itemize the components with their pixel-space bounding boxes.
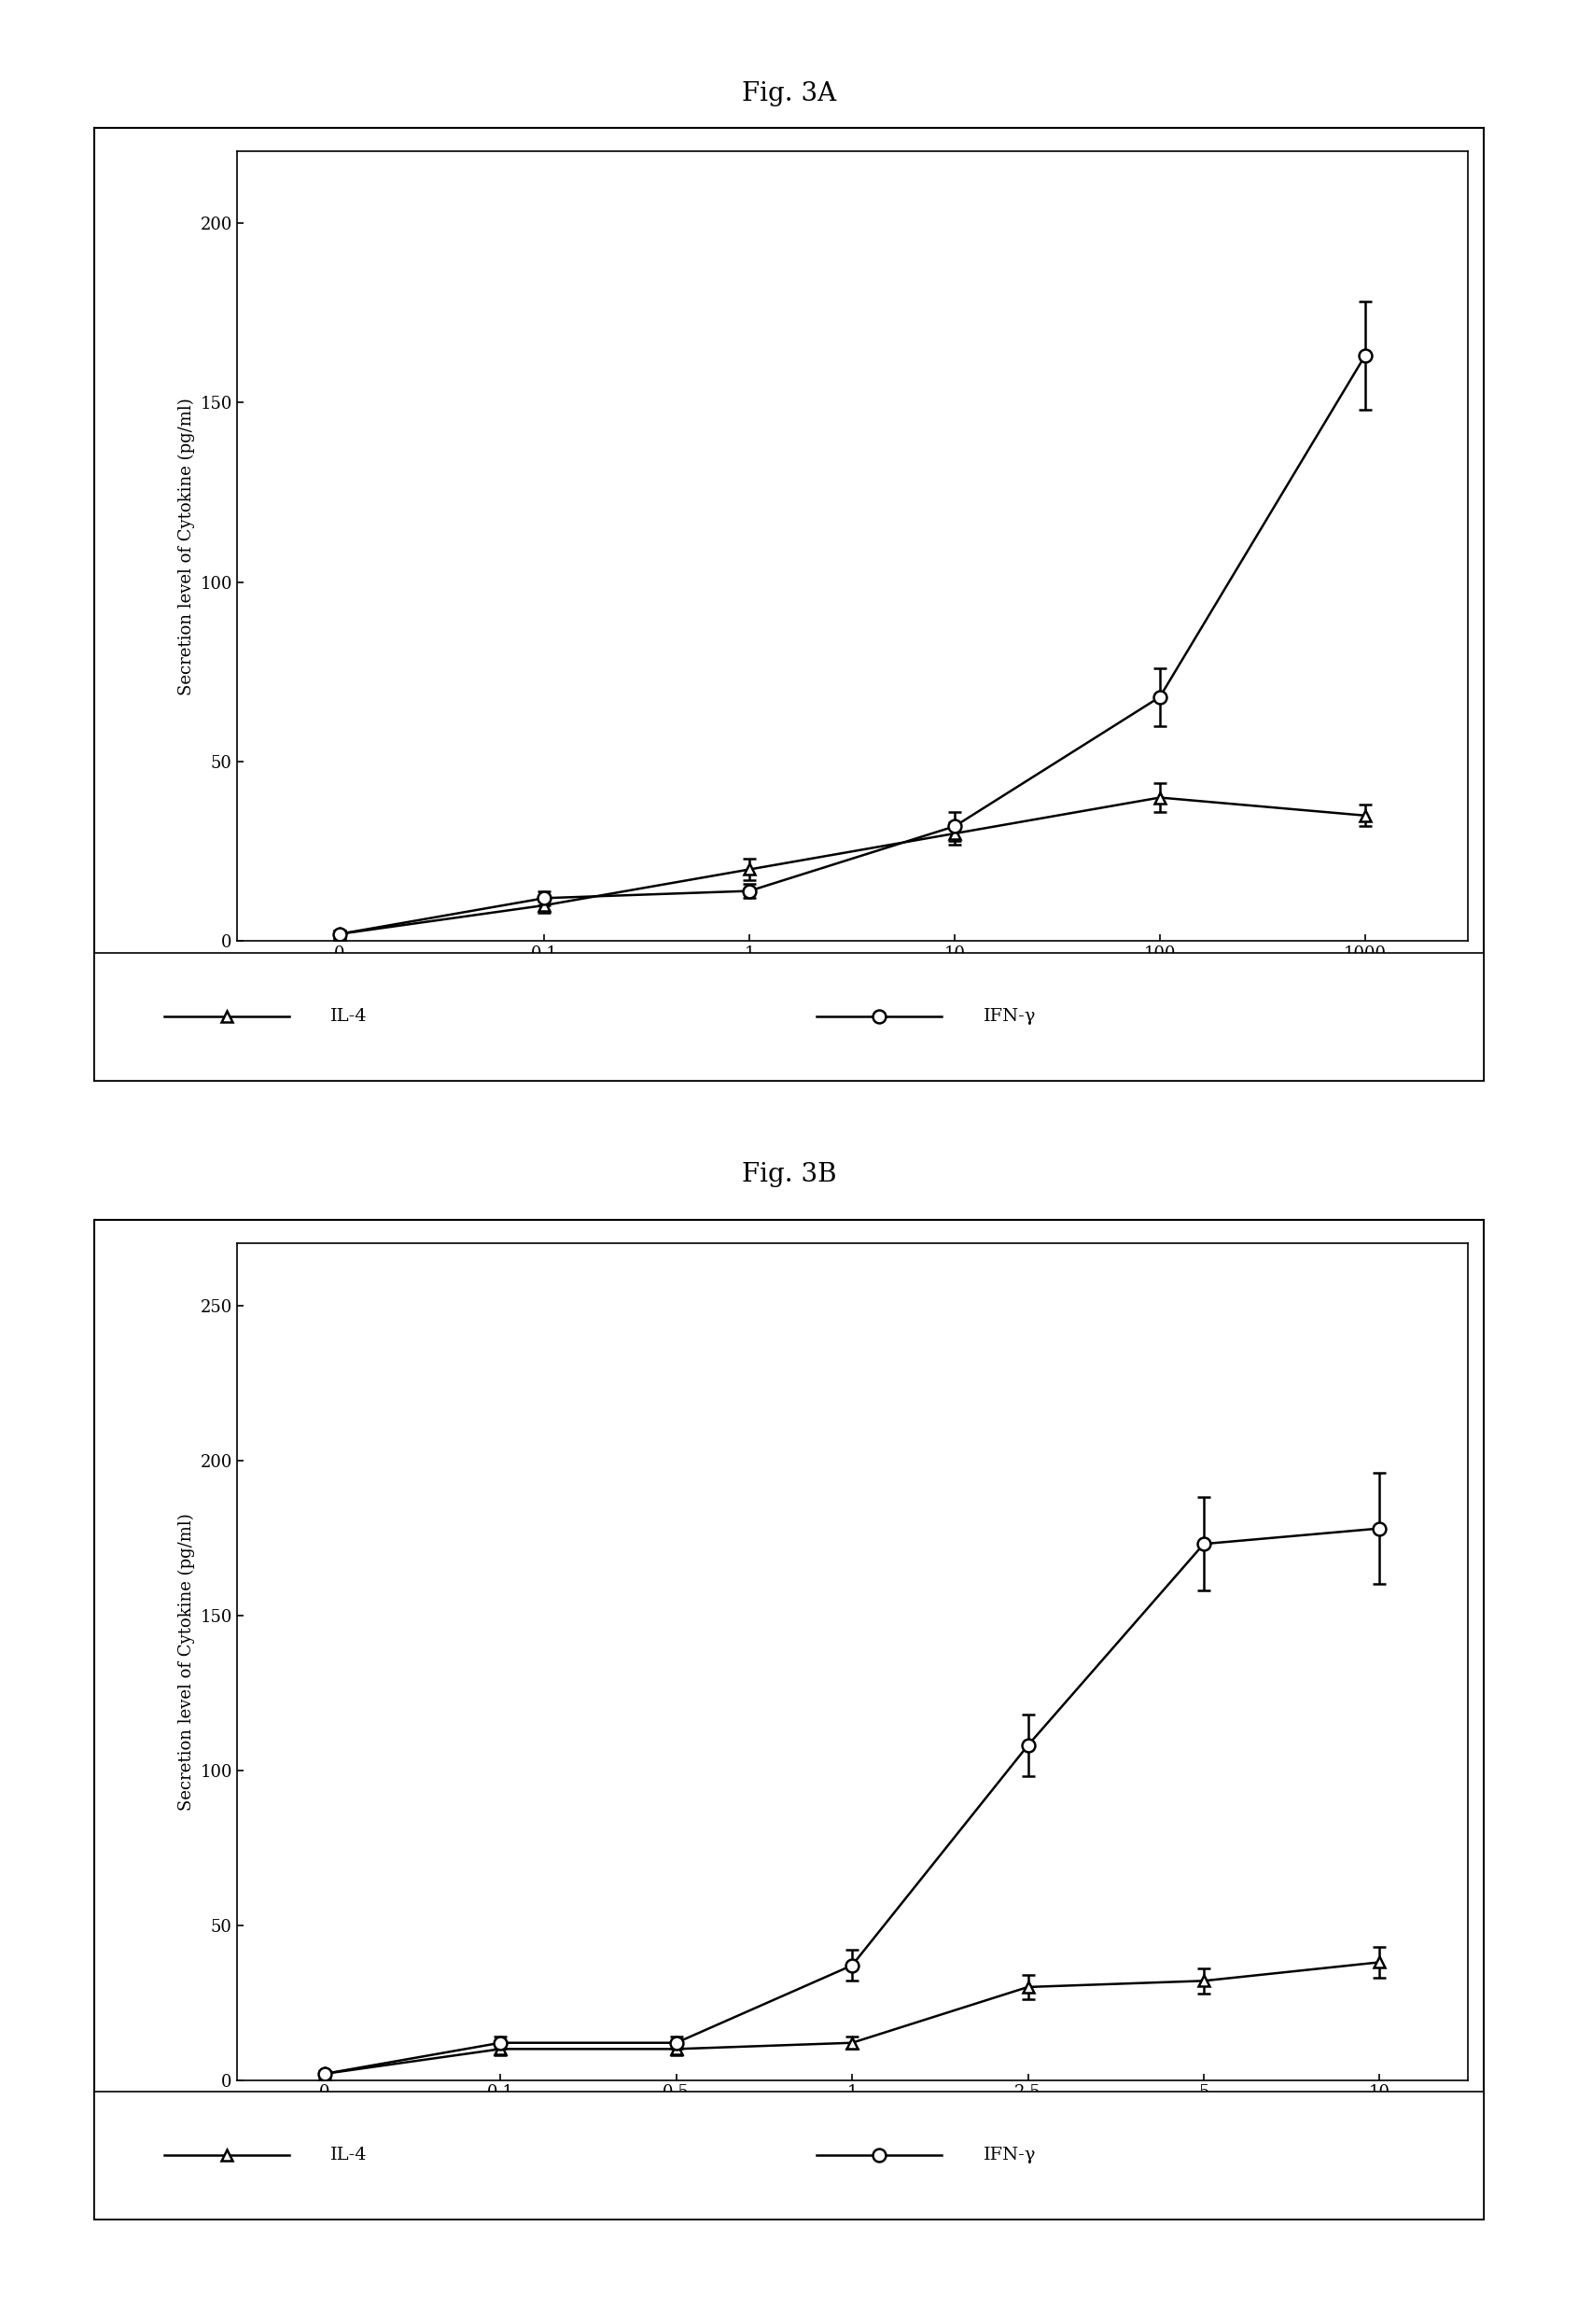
Text: IL-4: IL-4	[331, 1009, 368, 1025]
Y-axis label: Secretion level of Cytokine (pg/ml): Secretion level of Cytokine (pg/ml)	[178, 397, 194, 695]
Text: IFN-γ: IFN-γ	[983, 2147, 1037, 2164]
Text: Fig. 3B: Fig. 3B	[742, 1162, 836, 1188]
X-axis label: Stimulation doses of the polypeptide (pg/ml): Stimulation doses of the polypeptide (pg…	[663, 967, 1041, 985]
Y-axis label: Secretion level of Cytokine (pg/ml): Secretion level of Cytokine (pg/ml)	[178, 1513, 194, 1810]
Text: IFN-γ: IFN-γ	[983, 1009, 1037, 1025]
X-axis label: Stimulation dose of the liposomal peptide (ng/ml): Stimulation dose of the liposomal peptid…	[641, 2106, 1064, 2124]
Text: Fig. 3A: Fig. 3A	[742, 81, 836, 107]
Text: IL-4: IL-4	[331, 2147, 368, 2164]
